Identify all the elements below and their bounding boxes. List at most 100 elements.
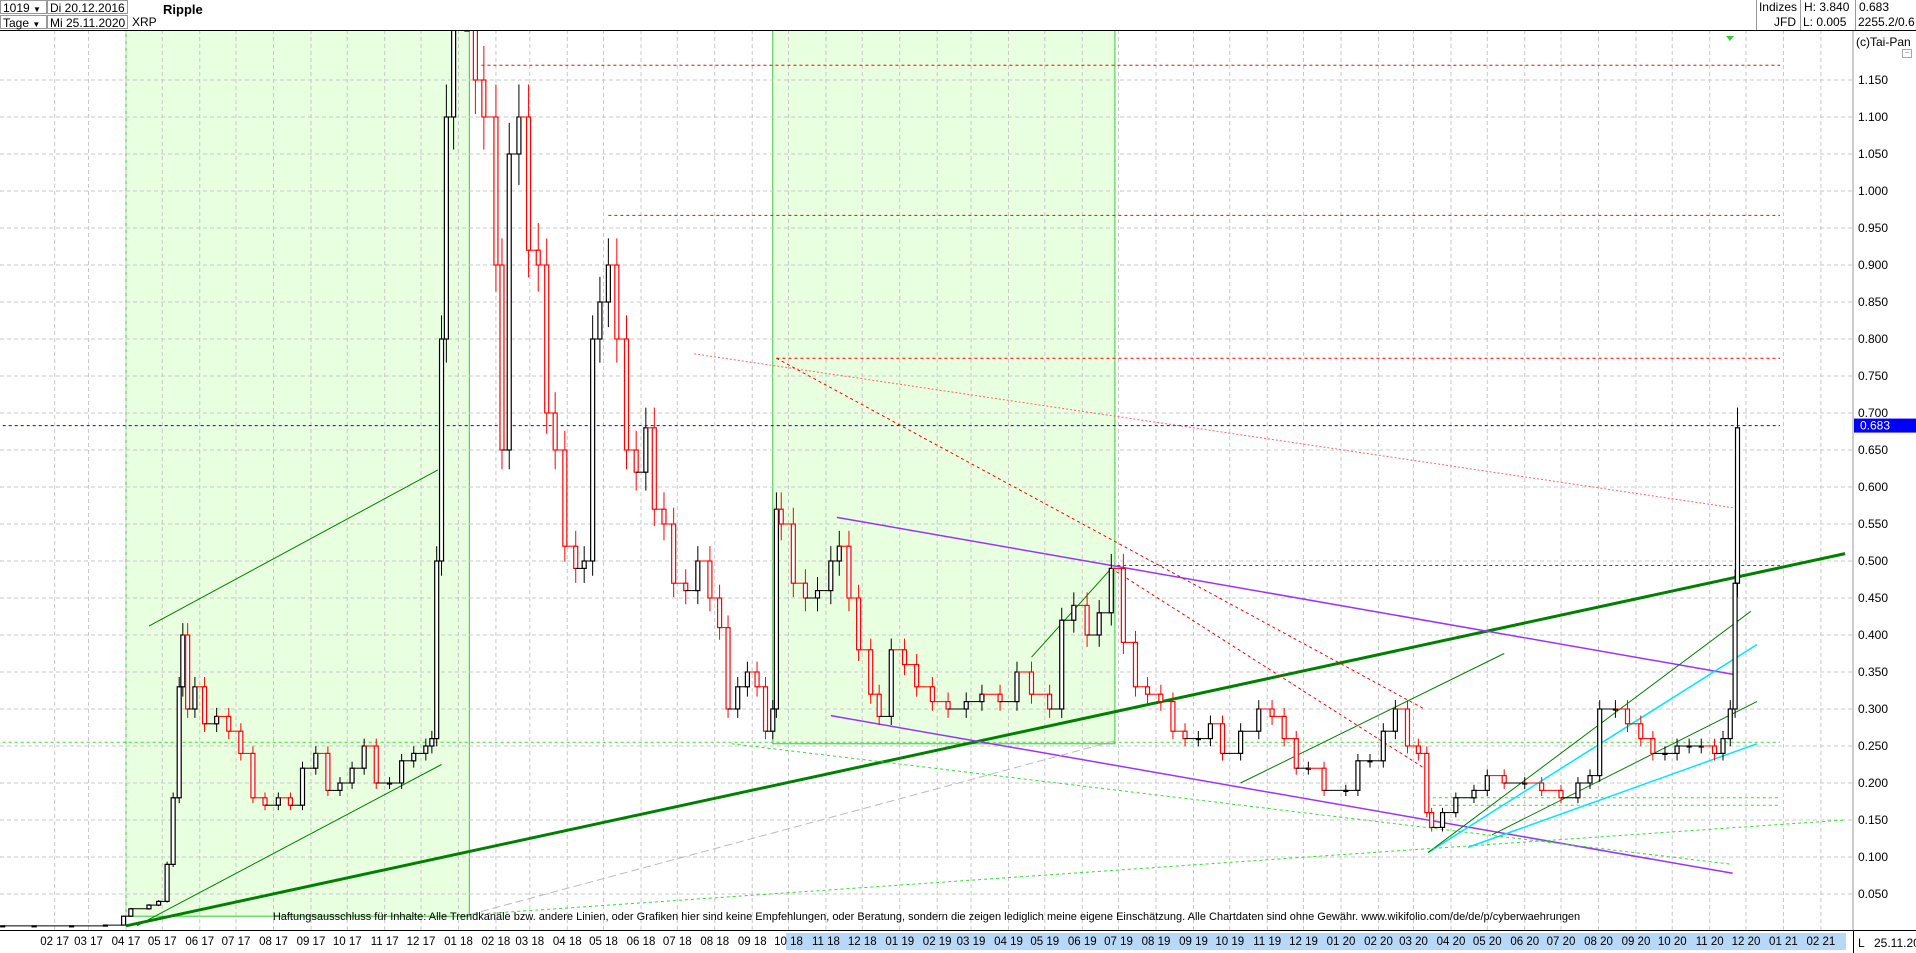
candle-body [201,686,208,725]
x-tick-label: 02 17 [40,936,70,948]
candle-body [299,767,306,806]
candle-body [170,797,176,865]
x-tick-label: 03 20 [1399,936,1428,948]
candle-body [373,745,379,784]
marker-triangle-icon [1726,36,1734,41]
dropdown-arrow-icon: ▼ [33,5,41,14]
candle-body [525,116,532,251]
candle-body [1380,730,1386,762]
y-tick-label: 1.150 [1858,73,1888,87]
candle-body [423,745,429,755]
axis-end-date: 25.11.20 [1874,936,1916,950]
candle-body [438,338,445,562]
x-tick-label: 04 17 [111,936,141,948]
y-tick-label: 0.300 [1858,702,1888,716]
x-tick-label: 09 17 [296,936,326,948]
x-tick-label: 07 19 [1104,936,1133,948]
x-tick-label: 08 17 [259,936,288,948]
candle-body [661,508,667,525]
candle-body [214,715,220,725]
candle-body [1071,604,1077,621]
candle-body [535,249,541,266]
candle-body [846,545,852,599]
grid [0,30,1853,930]
disclaimer: Haftungsausschluss für Inhalte: Alle Tre… [272,911,1581,923]
trendline [148,469,439,627]
candle-body [429,737,435,747]
candle-body [275,797,281,806]
dropdown-arrow-icon: ▼ [32,20,41,29]
candle-body [1108,567,1114,614]
period-select[interactable]: Tage ▼ [0,15,47,30]
candle-body [1132,641,1139,688]
y-tick-label: 0.450 [1858,591,1888,605]
candle-body [262,797,268,806]
symbol: XRP [132,15,157,29]
candle-body [250,752,256,799]
candle-body [1558,789,1564,799]
candle-body [716,597,723,629]
candle-body [399,760,405,784]
x-tick-label: 05 20 [1472,936,1502,948]
candle-body [914,663,920,688]
candle-body [802,582,809,599]
candle-body [1727,708,1733,740]
period-value: Tage [3,16,30,30]
candle-body [671,523,677,584]
trendline [776,357,1425,710]
candle-body [1587,774,1593,784]
candle-body [1269,708,1275,718]
x-tick-label: 12 20 [1731,936,1761,948]
candle-body [1158,693,1164,703]
horizontal-levels [2,64,1780,806]
candle-body [1650,737,1656,754]
candle-body [176,686,182,799]
collapse-icon[interactable]: − [1902,49,1912,58]
bars-select[interactable]: 1019 ▼ [0,0,47,15]
candle-body [643,427,649,473]
y-tick-label: 1.050 [1858,147,1888,161]
scale-mode[interactable]: L [1858,936,1865,950]
candle-body [1720,737,1726,754]
x-tick-label: 06 20 [1510,936,1540,948]
candle-body [185,634,191,710]
trendline [1491,701,1758,836]
candle-body [156,900,162,906]
x-tick-label: 01 18 [444,936,473,948]
y-tick-label: 0.250 [1858,739,1888,753]
x-axis-selection[interactable] [786,933,1846,950]
y-tick-label: 0.950 [1858,221,1888,235]
candle-body [164,863,170,903]
candle-body [1424,752,1430,814]
trendline [1240,653,1505,784]
y-tick-label: 0.800 [1858,332,1888,346]
copyright: (c)Tai-Pan [1856,35,1911,49]
x-tick-label: 12 17 [406,936,436,948]
end-date[interactable]: Mi 25.11.2020 [47,15,128,30]
candle-body [1501,774,1507,784]
x-tick-label: 12 19 [1289,936,1318,948]
candle-body [1120,567,1126,644]
high-value: H: 3.840 [1800,0,1849,30]
start-date[interactable]: Di 20.12.2016 [47,0,128,15]
x-tick-label: 03 19 [956,936,986,948]
candle-body [790,523,796,584]
candle-body [1674,745,1680,755]
candle-body [1624,708,1631,725]
x-tick-label: 11 20 [1695,936,1724,948]
x-tick-label: 08 19 [1141,936,1171,948]
bars-value: 1019 [3,1,30,15]
x-tick-label: 01 20 [1326,936,1356,948]
y-tick-label: 0.500 [1858,554,1888,568]
trendline [136,764,442,927]
y-tick-label: 0.850 [1858,295,1888,309]
candle-body [929,686,935,703]
x-tick-label: 05 17 [147,936,177,948]
candle-body [762,686,769,732]
candle-body [1047,693,1053,710]
candle-body [472,29,478,81]
candle-body [735,686,741,710]
candle-body [1471,789,1477,799]
x-tick-label: 03 17 [74,936,103,948]
